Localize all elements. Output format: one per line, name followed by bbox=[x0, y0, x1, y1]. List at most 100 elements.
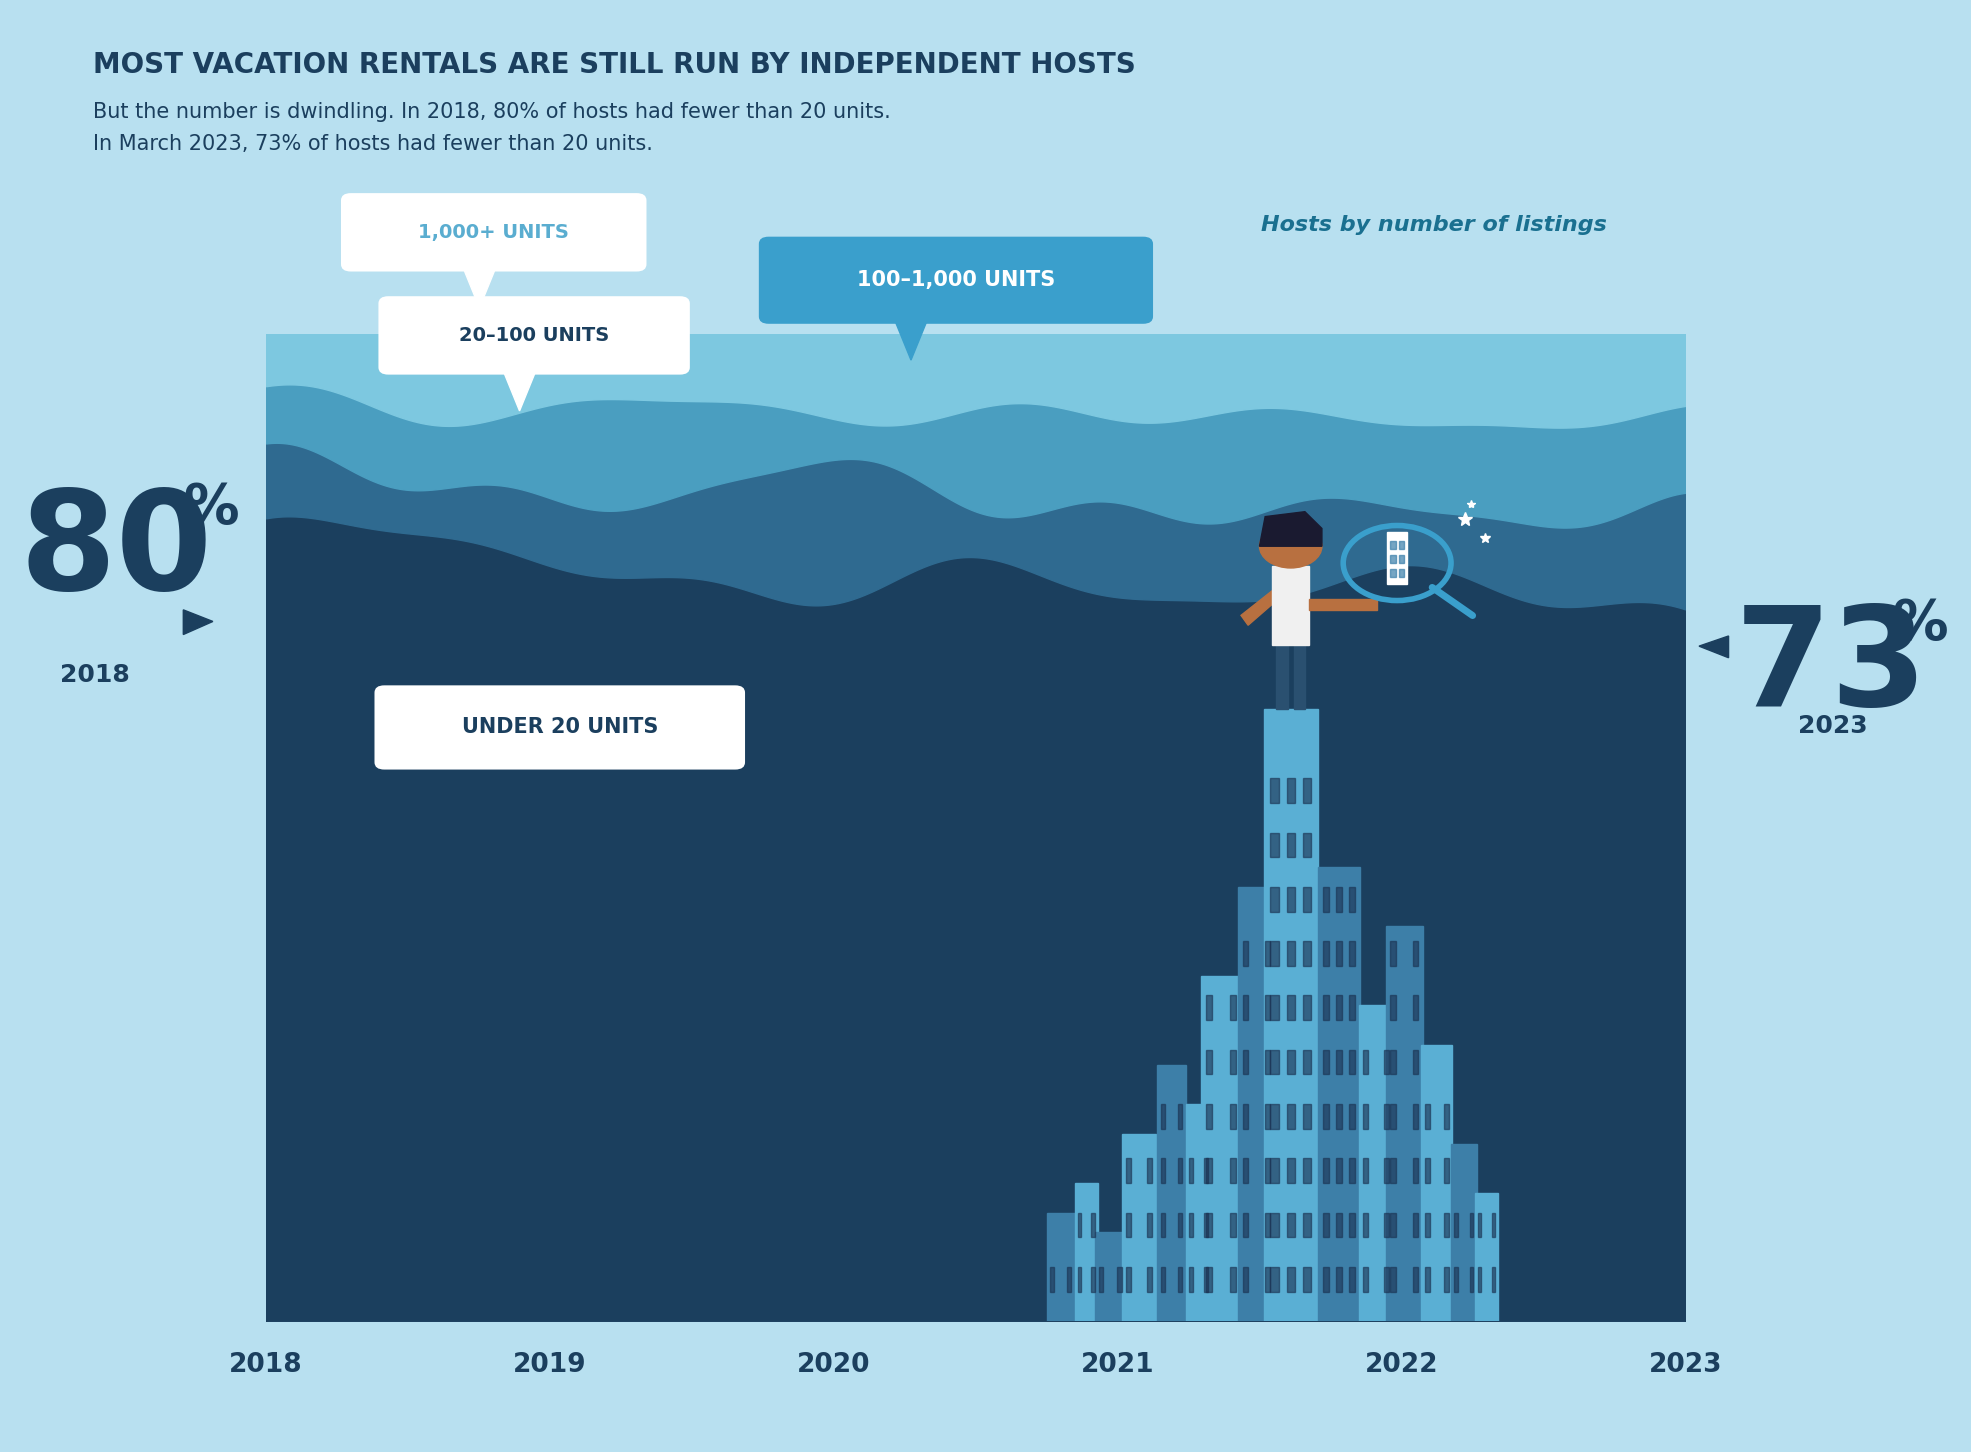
Polygon shape bbox=[1242, 591, 1277, 626]
Bar bbox=[1336, 996, 1342, 1021]
Bar bbox=[1384, 1212, 1390, 1237]
Text: 20–100 UNITS: 20–100 UNITS bbox=[459, 325, 609, 346]
Bar bbox=[1413, 1159, 1417, 1183]
Bar bbox=[1051, 1268, 1054, 1292]
Bar bbox=[1230, 1104, 1236, 1128]
Bar bbox=[1161, 1268, 1165, 1292]
Bar bbox=[1413, 1050, 1417, 1074]
Bar bbox=[1161, 1212, 1165, 1237]
Bar bbox=[1303, 778, 1311, 803]
Bar bbox=[1364, 1104, 1368, 1128]
Bar bbox=[1364, 1159, 1368, 1183]
Bar bbox=[1390, 941, 1395, 966]
Bar bbox=[1336, 1212, 1342, 1237]
Bar bbox=[1323, 1212, 1328, 1237]
Bar bbox=[1206, 1104, 1212, 1128]
Bar bbox=[1413, 1104, 1417, 1128]
Bar bbox=[1118, 1268, 1121, 1292]
Bar bbox=[1390, 1212, 1395, 1237]
Bar bbox=[1179, 1212, 1183, 1237]
Bar bbox=[1413, 1212, 1417, 1237]
Bar bbox=[1179, 1104, 1183, 1128]
Bar bbox=[1271, 566, 1309, 645]
Bar bbox=[1206, 1159, 1212, 1183]
Bar bbox=[1078, 1268, 1082, 1292]
Bar bbox=[1265, 1212, 1271, 1237]
Bar bbox=[1179, 1159, 1183, 1183]
Bar bbox=[1230, 996, 1236, 1021]
Bar bbox=[1204, 1212, 1208, 1237]
Text: 2019: 2019 bbox=[512, 1352, 587, 1378]
Bar bbox=[1157, 1064, 1187, 1321]
Bar bbox=[1390, 1050, 1395, 1074]
Bar bbox=[1265, 941, 1271, 966]
Bar bbox=[1204, 1159, 1208, 1183]
Bar bbox=[1451, 1144, 1476, 1321]
Text: But the number is dwindling. In 2018, 80% of hosts had fewer than 20 units.: But the number is dwindling. In 2018, 80… bbox=[93, 102, 891, 122]
Bar bbox=[1303, 1104, 1311, 1128]
Bar bbox=[1413, 996, 1417, 1021]
Bar bbox=[1271, 778, 1279, 803]
Text: 2023: 2023 bbox=[1798, 714, 1869, 738]
Bar bbox=[1125, 1212, 1131, 1237]
Bar bbox=[1390, 1268, 1395, 1292]
Bar bbox=[1244, 941, 1248, 966]
Bar bbox=[1364, 1050, 1368, 1074]
Bar bbox=[1263, 709, 1319, 1321]
Bar bbox=[1287, 1268, 1295, 1292]
Bar bbox=[1390, 569, 1395, 576]
Text: 2023: 2023 bbox=[1648, 1352, 1723, 1378]
Bar bbox=[1336, 1104, 1342, 1128]
Bar bbox=[1336, 941, 1342, 966]
Bar bbox=[1271, 1159, 1279, 1183]
Bar bbox=[1492, 1212, 1496, 1237]
Bar bbox=[1189, 1159, 1192, 1183]
Bar bbox=[1348, 941, 1354, 966]
Bar bbox=[1478, 1212, 1482, 1237]
Bar bbox=[1206, 1268, 1212, 1292]
Bar bbox=[1336, 1159, 1342, 1183]
Bar bbox=[1445, 1268, 1449, 1292]
Bar bbox=[1445, 1159, 1449, 1183]
Bar bbox=[1348, 1104, 1354, 1128]
Text: In March 2023, 73% of hosts had fewer than 20 units.: In March 2023, 73% of hosts had fewer th… bbox=[93, 134, 652, 154]
Bar bbox=[1348, 1050, 1354, 1074]
Bar bbox=[1323, 1104, 1328, 1128]
Bar bbox=[1303, 887, 1311, 912]
Text: 2018: 2018 bbox=[59, 664, 130, 687]
Bar bbox=[1390, 996, 1395, 1021]
Bar bbox=[1287, 996, 1295, 1021]
Bar bbox=[1348, 1268, 1354, 1292]
Bar bbox=[1348, 996, 1354, 1021]
Bar bbox=[1287, 887, 1295, 912]
Bar bbox=[1399, 555, 1403, 563]
Bar bbox=[1390, 555, 1395, 563]
Bar bbox=[1445, 1104, 1449, 1128]
Bar bbox=[1303, 1050, 1311, 1074]
Bar bbox=[1303, 941, 1311, 966]
Bar bbox=[1399, 542, 1403, 549]
Bar bbox=[1230, 1050, 1236, 1074]
Bar bbox=[1323, 1268, 1328, 1292]
Bar bbox=[1230, 1268, 1236, 1292]
Bar bbox=[1244, 1050, 1248, 1074]
Text: 2020: 2020 bbox=[796, 1352, 871, 1378]
Bar bbox=[1265, 1050, 1271, 1074]
Text: 1,000+ UNITS: 1,000+ UNITS bbox=[418, 222, 570, 242]
Bar bbox=[1303, 1212, 1311, 1237]
Bar bbox=[1265, 1159, 1271, 1183]
Bar bbox=[1336, 1268, 1342, 1292]
Bar bbox=[1303, 1159, 1311, 1183]
Bar bbox=[1413, 941, 1417, 966]
Bar bbox=[1287, 1159, 1295, 1183]
Bar bbox=[1323, 887, 1328, 912]
Bar bbox=[1303, 996, 1311, 1021]
Polygon shape bbox=[1699, 636, 1729, 658]
Bar bbox=[1303, 1268, 1311, 1292]
Text: UNDER 20 UNITS: UNDER 20 UNITS bbox=[461, 717, 658, 738]
Bar bbox=[1147, 1212, 1151, 1237]
Bar bbox=[1425, 1159, 1429, 1183]
Text: MOST VACATION RENTALS ARE STILL RUN BY INDEPENDENT HOSTS: MOST VACATION RENTALS ARE STILL RUN BY I… bbox=[93, 51, 1135, 78]
Bar bbox=[1287, 778, 1295, 803]
Bar bbox=[1094, 1233, 1125, 1321]
